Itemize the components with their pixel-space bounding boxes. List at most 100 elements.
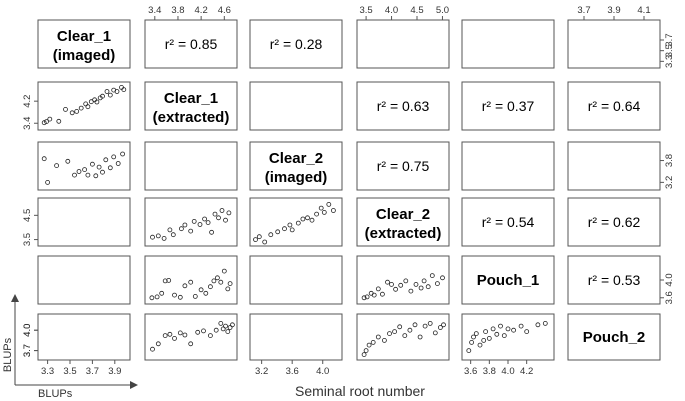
labels-layer: Seminal root number BLUPs BLUPs: [2, 337, 425, 400]
diagonal-label-line: Clear_2: [269, 150, 323, 167]
data-point: [121, 87, 127, 92]
y-tick-label: 3.7: [664, 33, 675, 46]
data-point: [225, 286, 231, 292]
x-tick-label: 3.6: [286, 366, 299, 377]
data-point: [182, 332, 188, 338]
data-point: [483, 329, 489, 335]
ticks-layer: 3.3 3.5 3.7 3.93.4 3.8 4.2 4.63.2 3.6 4.03.5 4.0 4…: [22, 5, 675, 377]
y-tick-label: 4.2: [22, 95, 33, 108]
data-point: [207, 333, 213, 339]
data-point: [429, 273, 435, 279]
data-point: [226, 210, 232, 216]
data-point: [149, 295, 155, 301]
diagonal-label-line: (extracted): [365, 225, 442, 242]
x-tick-label: 3.8: [483, 366, 496, 377]
data-point: [214, 275, 220, 281]
data-point: [195, 329, 201, 335]
data-point: [379, 291, 385, 297]
panel-frame-r3-c0: [37, 197, 131, 247]
data-point: [69, 110, 75, 116]
panel-frame-r3-c2: [249, 197, 343, 247]
data-point: [256, 234, 262, 240]
diagonal-label-line: Clear_1: [164, 90, 218, 107]
data-point: [188, 341, 194, 347]
data-point: [287, 222, 293, 228]
y-tick-label: 4.0: [22, 324, 33, 337]
y-tick-label: 3.6: [664, 291, 675, 304]
data-point: [178, 226, 184, 232]
data-point: [54, 163, 59, 169]
diagonal-label-2: Clear_2 (imaged): [265, 150, 328, 186]
data-point: [100, 169, 105, 175]
data-point: [422, 323, 428, 329]
panel-frame-r2-c4: [461, 141, 555, 191]
x-tick-label: 3.7: [577, 5, 590, 16]
panel-frame-r4-c3: [356, 255, 450, 305]
data-point: [486, 335, 492, 341]
data-point: [120, 151, 125, 157]
panel-frame-r0-c4: [461, 19, 555, 69]
data-point: [111, 154, 117, 160]
corner-y-label: BLUPs: [2, 337, 14, 372]
diagonal-label-line: Clear_1: [57, 28, 111, 45]
data-point: [209, 229, 215, 235]
data-point: [213, 327, 219, 333]
data-point: [188, 279, 194, 285]
data-point: [403, 278, 409, 284]
y-tick-label: 3.5: [22, 233, 33, 246]
data-point: [198, 287, 204, 293]
x-tick-label: 4.0: [501, 366, 514, 377]
x-tick-label: 3.2: [255, 366, 268, 377]
data-point: [309, 217, 315, 223]
diagonal-label-line: Clear_2: [376, 206, 430, 223]
panel-frame-r5-c2: [249, 313, 343, 361]
corner-x-label: BLUPs: [38, 388, 73, 400]
data-point: [473, 331, 479, 337]
r2-annotation-6: r² = 0.54: [482, 214, 535, 230]
panel-frame-r2-c1: [144, 141, 238, 191]
data-point: [408, 288, 414, 294]
panel-frame-r0-c0: [37, 19, 131, 69]
panel-frame-r1-c3: [356, 81, 450, 131]
data-point: [225, 329, 231, 335]
panel-frame-r3-c5: [567, 197, 661, 247]
data-point: [229, 322, 235, 328]
x-tick-label: 4.1: [637, 5, 650, 16]
r2-annotation-2: r² = 0.63: [377, 98, 430, 114]
corner-arrows: [11, 294, 138, 389]
y-tick-label: 3.2: [664, 176, 675, 189]
panel-frame-r3-c3: [356, 197, 450, 247]
data-point: [104, 89, 110, 94]
data-point: [389, 281, 394, 287]
data-point: [375, 334, 381, 340]
data-point: [166, 277, 172, 283]
data-point: [167, 227, 173, 233]
data-point: [361, 352, 367, 358]
data-point: [212, 211, 218, 217]
data-point: [56, 118, 62, 124]
data-point: [223, 323, 228, 329]
x-tick-label: 3.9: [108, 366, 121, 377]
data-point: [321, 209, 327, 215]
data-point: [227, 281, 233, 287]
r2-annotation-8: r² = 0.53: [588, 272, 641, 288]
data-point: [191, 218, 197, 224]
data-point: [170, 232, 176, 238]
data-point: [150, 234, 155, 240]
data-point: [326, 201, 332, 207]
data-point: [188, 228, 194, 234]
diagonal-label-line: (imaged): [265, 169, 328, 186]
data-point: [363, 348, 369, 354]
x-tick-label: 5.0: [436, 5, 449, 16]
x-tick-label: 4.6: [218, 5, 231, 16]
panel-frame-r0-c5: [567, 19, 661, 69]
data-point: [397, 324, 403, 330]
data-point: [366, 342, 372, 348]
data-point: [505, 326, 511, 332]
data-point: [223, 217, 228, 223]
panel-frame-r1-c5: [567, 81, 661, 131]
data-point: [167, 331, 173, 337]
x-tick-label: 3.7: [86, 366, 99, 377]
data-point: [220, 326, 226, 332]
data-point: [207, 284, 213, 290]
